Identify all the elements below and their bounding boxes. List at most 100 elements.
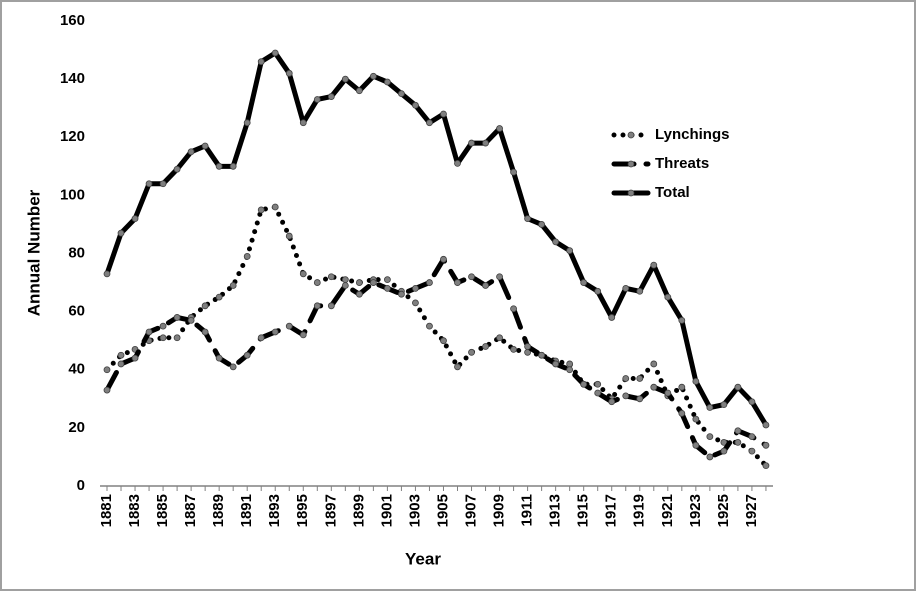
point: [173, 165, 181, 173]
point: [159, 322, 167, 330]
point: [117, 351, 125, 359]
point: [650, 261, 658, 269]
point: [678, 316, 686, 324]
point: [692, 415, 700, 423]
x-tick-label: 1921: [659, 494, 676, 527]
x-tick-label: 1903: [406, 494, 423, 527]
point: [678, 383, 686, 391]
point: [720, 401, 728, 409]
point: [299, 331, 307, 339]
point: [313, 302, 321, 310]
point: [243, 253, 251, 260]
y-tick-label: 80: [68, 244, 85, 261]
point: [524, 343, 531, 350]
point: [440, 255, 447, 263]
x-tick-label: 1927: [743, 494, 760, 527]
point: [482, 343, 489, 350]
point: [341, 75, 349, 83]
point: [131, 215, 139, 223]
legend-marker: [627, 189, 635, 197]
point: [201, 302, 209, 310]
point: [454, 279, 461, 286]
x-tick-label: 1891: [238, 494, 255, 527]
point: [145, 180, 153, 188]
point: [215, 162, 223, 170]
point: [566, 366, 574, 374]
x-axis-title: Year: [405, 549, 441, 568]
point: [327, 273, 335, 281]
y-tick-label: 20: [68, 419, 85, 436]
point: [257, 206, 265, 214]
point: [187, 316, 195, 324]
point: [398, 290, 405, 298]
point: [440, 337, 447, 345]
point: [383, 276, 391, 284]
series-line: [104, 50, 769, 428]
point: [496, 273, 503, 281]
x-tick-label: 1899: [350, 494, 367, 527]
point: [412, 284, 419, 292]
point: [145, 328, 153, 336]
point: [103, 366, 111, 374]
point: [566, 247, 574, 254]
point: [636, 287, 644, 295]
point: [215, 293, 223, 301]
point: [313, 96, 321, 103]
point: [594, 380, 602, 388]
point: [762, 462, 770, 470]
point: [454, 160, 461, 167]
point: [426, 119, 433, 127]
point: [538, 351, 546, 359]
y-tick-label: 60: [68, 303, 85, 320]
point: [748, 447, 756, 455]
y-tick-label: 120: [60, 128, 85, 145]
x-tick-label: 1883: [126, 494, 143, 527]
point: [706, 404, 714, 411]
point: [285, 322, 293, 330]
point: [426, 279, 433, 286]
point: [622, 284, 630, 292]
point: [734, 383, 742, 391]
point: [650, 360, 658, 368]
point: [187, 148, 195, 156]
point: [664, 293, 672, 301]
point: [327, 302, 335, 310]
point: [468, 139, 475, 147]
legend-label: Threats: [655, 155, 709, 172]
point: [734, 439, 742, 446]
x-tick-label: 1889: [210, 494, 227, 527]
point: [355, 87, 363, 95]
point: [608, 398, 616, 406]
point: [257, 58, 265, 66]
x-tick-label: 1909: [491, 494, 508, 527]
point: [243, 119, 251, 127]
x-tick-label: 1893: [266, 494, 283, 527]
x-tick-label: 1905: [434, 494, 451, 527]
point: [285, 69, 293, 77]
point: [482, 139, 489, 147]
point: [706, 453, 714, 461]
x-tick-label: 1881: [98, 494, 115, 527]
x-tick-label: 1885: [154, 494, 171, 527]
point: [103, 386, 111, 394]
point: [580, 279, 588, 286]
point: [383, 78, 391, 86]
legend-label: Lynchings: [655, 126, 729, 143]
x-tick-label: 1923: [687, 494, 704, 527]
point: [412, 299, 419, 307]
point: [664, 389, 672, 397]
y-tick-label: 160: [60, 12, 85, 29]
point: [650, 383, 658, 391]
point: [173, 314, 181, 321]
point: [229, 282, 237, 289]
point: [243, 351, 251, 359]
x-tick-label: 1913: [547, 494, 564, 527]
point: [327, 93, 335, 100]
point: [762, 441, 770, 449]
point: [159, 334, 167, 342]
point: [426, 322, 433, 330]
point: [468, 348, 475, 356]
